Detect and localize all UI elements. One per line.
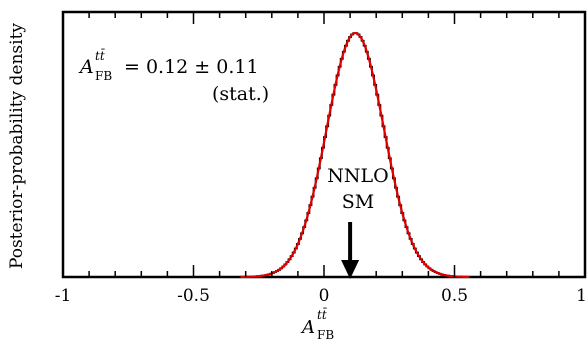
annotation-stat-label: (stat.) <box>212 83 269 105</box>
marker-label-sm: SM <box>342 191 374 213</box>
result-annotation: A tt̄ FB = 0.12 ± 0.11 (stat.) <box>78 47 269 105</box>
marker-label-nnlo: NNLO <box>327 165 388 187</box>
x-tick-label: 1 <box>576 286 587 306</box>
ticks-layer: -1 -0.5 0 0.5 1 <box>55 12 587 306</box>
x-tick-label: -0.5 <box>177 286 210 306</box>
x-axis-label-subscript: FB <box>317 328 334 342</box>
annotation-symbol-A: A <box>78 56 94 78</box>
fit-curve-series <box>240 31 470 279</box>
x-tick-label: 0.5 <box>441 286 468 306</box>
marker-arrow-head <box>341 260 360 279</box>
x-tick-label: -1 <box>55 286 72 306</box>
curves-layer <box>63 31 585 279</box>
nnlo-sm-marker: NNLO SM <box>327 165 389 279</box>
x-axis-label: A tt̄ FB <box>300 306 334 342</box>
x-axis-label-symbol: A <box>300 317 315 338</box>
annotation-subscript: FB <box>95 69 112 83</box>
annotation-superscript: tt̄ <box>95 47 106 63</box>
y-axis-label: Posterior-probability density <box>7 23 27 269</box>
annotation-value: = 0.12 ± 0.11 <box>124 56 259 78</box>
x-axis-label-superscript: tt̄ <box>317 306 328 322</box>
x-tick-label: 0 <box>319 286 330 306</box>
